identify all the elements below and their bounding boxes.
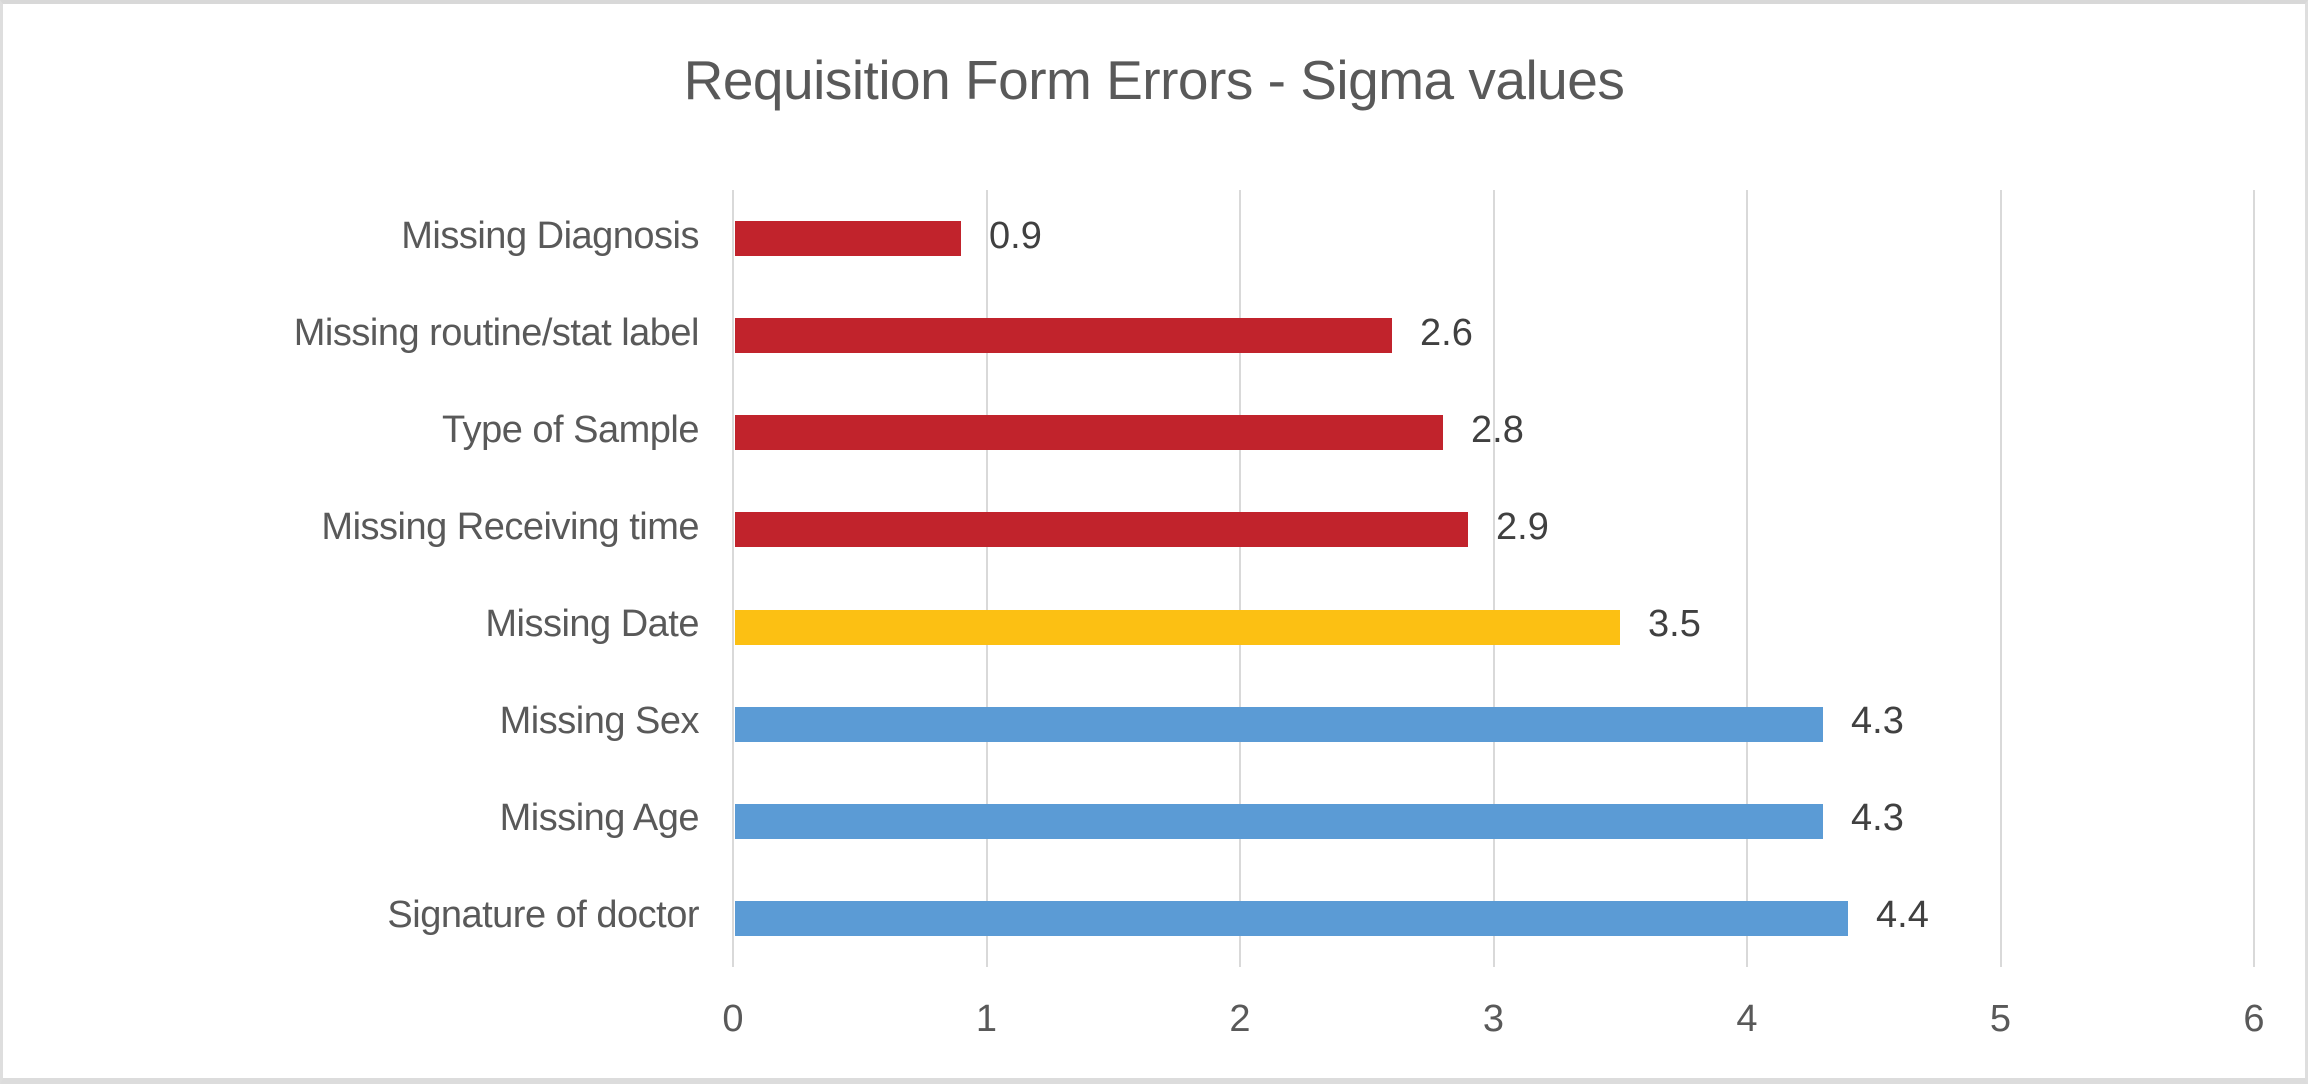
value-label: 2.9 xyxy=(1496,506,1549,548)
x-tick-label-6: 6 xyxy=(2243,998,2265,1040)
bar-missing-date xyxy=(735,610,1620,645)
x-tick-label-5: 5 xyxy=(1989,998,2012,1040)
gridline-x-4 xyxy=(1746,190,1748,967)
category-label: Missing Age xyxy=(499,797,700,839)
category-label: Missing Diagnosis xyxy=(401,215,699,257)
value-label: 4.3 xyxy=(1851,700,1904,742)
gridline-x-6 xyxy=(2253,190,2255,967)
bar-missing-diagnosis xyxy=(735,221,961,256)
value-label: 4.4 xyxy=(1876,894,1929,936)
x-tick-label-4: 4 xyxy=(1736,998,1758,1040)
x-tick-label-0: 0 xyxy=(722,998,744,1040)
category-label: Missing routine/stat label xyxy=(293,312,700,354)
category-label: Missing Receiving time xyxy=(321,506,699,548)
gridline-x-1 xyxy=(986,190,988,967)
gridline-x-2 xyxy=(1239,190,1241,967)
plot-area xyxy=(732,190,2255,967)
bar-signature-of-doctor xyxy=(735,901,1848,936)
category-label: Type of Sample xyxy=(441,409,700,451)
category-label: Signature of doctor xyxy=(387,894,699,936)
x-tick-label-1: 1 xyxy=(975,998,998,1040)
value-label: 2.6 xyxy=(1420,312,1473,354)
category-label: Missing Sex xyxy=(499,700,700,742)
gridline-x-5 xyxy=(2000,190,2002,967)
bar-type-of-sample xyxy=(735,415,1443,450)
bar-missing-age xyxy=(735,804,1823,839)
bar-missing-sex xyxy=(735,707,1823,742)
chart-title: Requisition Form Errors - Sigma values xyxy=(683,49,1625,111)
value-label: 2.8 xyxy=(1471,409,1524,451)
bar-missing-receiving-time xyxy=(735,512,1468,547)
gridline-x-3 xyxy=(1493,190,1495,967)
value-label: 3.5 xyxy=(1648,603,1701,645)
value-label: 4.3 xyxy=(1851,797,1904,839)
gridline-x-0 xyxy=(732,190,734,967)
x-tick-label-2: 2 xyxy=(1229,998,1251,1040)
x-tick-label-3: 3 xyxy=(1482,998,1505,1040)
value-label: 0.9 xyxy=(989,215,1042,257)
bar-missing-routine-stat-label xyxy=(735,318,1392,353)
category-label: Missing Date xyxy=(485,603,699,645)
